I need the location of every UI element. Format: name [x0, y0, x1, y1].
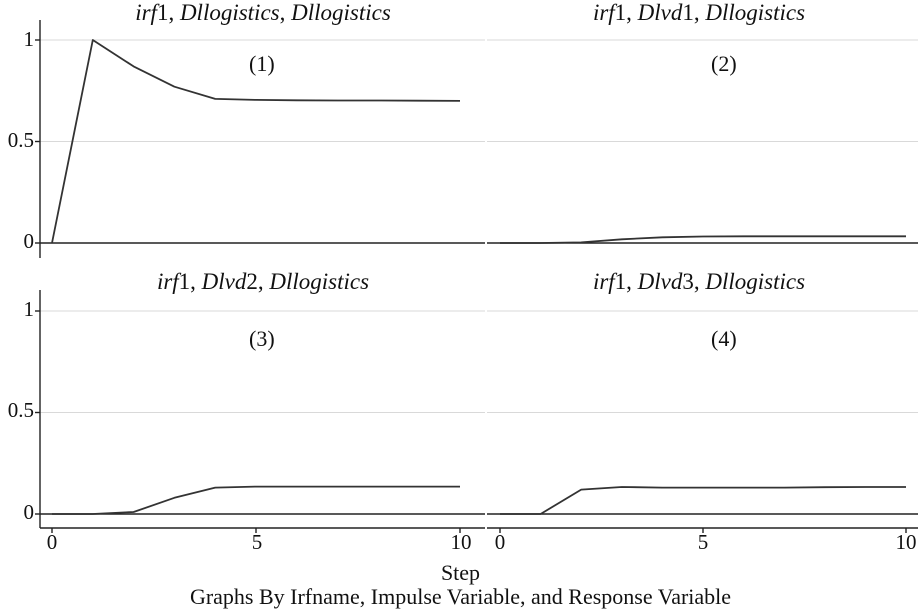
ytick-bottom-1: 1 — [23, 297, 35, 321]
panel-2-label: (2) — [711, 51, 737, 76]
panel-3-title-irf-num: 1 — [178, 269, 191, 294]
panel-2-title-impulse-num: 1 — [682, 0, 694, 25]
panel-1-title-sep2: , — [279, 0, 292, 25]
panel-3-label: (3) — [249, 326, 275, 351]
panel-3-title-irf: irf — [156, 269, 179, 294]
panel-2-title-sep2: , — [693, 0, 706, 25]
panel-2-title-irf: irf — [592, 0, 615, 25]
panel-2-title: irf1, Dlvd1, Dllogistics — [486, 0, 912, 26]
ytick-top-0-5: 0.5 — [7, 128, 34, 152]
panel-4-title-impulse-num: 3 — [682, 269, 694, 294]
graph-note: Graphs By Irfname, Impulse Variable, and… — [189, 584, 732, 609]
xtick-left-0: 0 — [46, 530, 58, 554]
panel-3-title: irf1, Dlvd2, Dllogistics — [40, 269, 486, 295]
panel-4-title: irf1, Dlvd3, Dllogistics — [486, 269, 912, 295]
xtick-right-0: 0 — [494, 530, 506, 554]
panel-4-title-impulse: Dlvd — [637, 269, 683, 294]
xtick-right-10: 10 — [895, 530, 917, 554]
ytick-bottom-0: 0 — [23, 500, 35, 524]
panel-4-title-irf-num: 1 — [614, 269, 627, 294]
panel-1-title-response: Dllogistics — [291, 0, 391, 25]
panel-1-label: (1) — [249, 51, 275, 76]
ytick-top-0: 0 — [23, 229, 35, 253]
panel-3-title-sep1: , — [190, 269, 202, 294]
panel-4-title-irf: irf — [592, 269, 615, 294]
panel-1-irf-line — [51, 39, 461, 244]
panel-4-label: (4) — [711, 326, 737, 351]
ytick-bottom-0-5: 0.5 — [7, 398, 34, 422]
panel-1-title-impulse: Dllogistics — [179, 0, 280, 25]
panel-4-title-sep2: , — [693, 269, 706, 294]
panel-2-title-sep1: , — [626, 0, 638, 25]
panel-3-title-response: Dllogistics — [269, 269, 370, 294]
panel-2-irf-line — [500, 235, 906, 244]
panel-1-title-irf: irf — [135, 0, 157, 25]
panel-3-title-impulse: Dlvd — [201, 269, 247, 294]
panel-1-title-irf-num: 1 — [156, 0, 169, 25]
panel-2-title-irf-num: 1 — [614, 0, 627, 25]
panel-4-title-response: Dllogistics — [705, 269, 806, 294]
panel-4-title-sep1: , — [626, 269, 638, 294]
panel-3-irf-line — [52, 485, 460, 515]
panel-3-title-impulse-num: 2 — [246, 269, 258, 294]
ytick-top-1: 1 — [23, 27, 35, 51]
xtick-left-5: 5 — [251, 530, 263, 554]
panel-2-title-response: Dllogistics — [705, 0, 806, 25]
panel-2-title-impulse: Dlvd — [637, 0, 683, 25]
xtick-right-5: 5 — [697, 530, 709, 554]
xtick-left-10: 10 — [450, 530, 472, 554]
panel-1-title-sep1: , — [168, 0, 180, 25]
panel-3-title-sep2: , — [257, 269, 270, 294]
panel-1-title: irf1, Dllogistics, Dllogistics — [40, 0, 486, 26]
panel-4-irf-line — [500, 486, 906, 515]
x-axis-label: Step — [440, 560, 481, 585]
